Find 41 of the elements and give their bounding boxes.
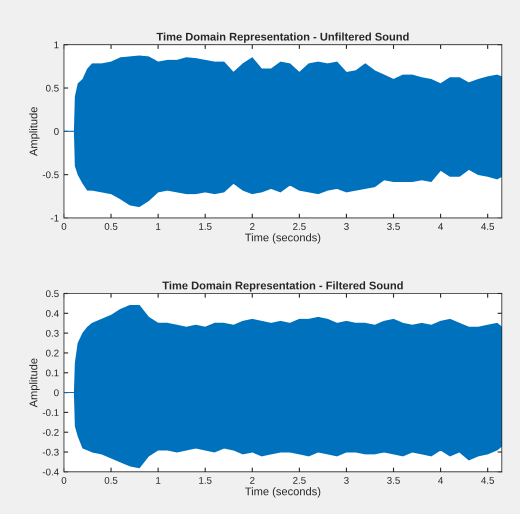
x-tick-label: 1.5 (199, 223, 212, 230)
y-axis-title: Amplitude (29, 107, 40, 156)
x-tick-label: 4.5 (481, 477, 494, 484)
y-tick-label: 0.2 (46, 350, 59, 357)
y-tick-label: 0.5 (46, 84, 59, 92)
x-tick-label: 0 (62, 476, 66, 484)
x-axis-title: Time (seconds) (245, 487, 320, 498)
y-tick-label: 0.5 (46, 290, 59, 298)
x-tick-label: 0.5 (104, 223, 118, 230)
x-tick-label: 2.5 (293, 223, 306, 230)
x-tick-label: 4 (438, 477, 444, 484)
y-tick-label: -0.1 (42, 409, 59, 416)
y-tick-label: -0.2 (42, 428, 59, 436)
x-tick-label: 1 (156, 223, 160, 230)
y-tick-label: 0 (54, 128, 59, 135)
x-tick-label: 0.5 (104, 476, 118, 484)
y-tick-label: -0.4 (42, 468, 59, 476)
x-tick-label: 2 (250, 476, 254, 484)
x-axis-title: Time (seconds) (245, 233, 320, 244)
x-tick-label: 4 (438, 223, 444, 230)
x-tick-label: 4.5 (481, 223, 494, 230)
chart-title: Time Domain Representation - Unfiltered Sound (156, 32, 409, 43)
y-tick-label: -0.3 (42, 448, 59, 456)
x-tick-label: 0 (62, 223, 66, 230)
y-tick-label: 1 (54, 42, 59, 48)
x-tick-label: 3 (344, 223, 349, 230)
x-tick-label: 3 (344, 476, 349, 484)
y-tick-label: -0.5 (42, 171, 59, 178)
x-tick-label: 1.5 (199, 477, 212, 484)
y-tick-label: 0 (54, 389, 59, 396)
x-tick-label: 1 (156, 477, 160, 484)
chart-title: Time Domain Representation - Filtered Sound (162, 281, 403, 292)
x-tick-label: 3.5 (387, 223, 400, 230)
y-tick-label: 0.3 (46, 330, 59, 337)
x-tick-label: 3.5 (387, 476, 400, 484)
y-axis-title: Amplitude (29, 358, 40, 408)
x-tick-label: 2 (250, 223, 254, 230)
y-tick-label: 0.4 (46, 310, 59, 317)
x-tick-label: 2.5 (293, 476, 306, 484)
y-tick-label: 0.1 (46, 370, 59, 376)
y-tick-label: -1 (50, 214, 59, 222)
